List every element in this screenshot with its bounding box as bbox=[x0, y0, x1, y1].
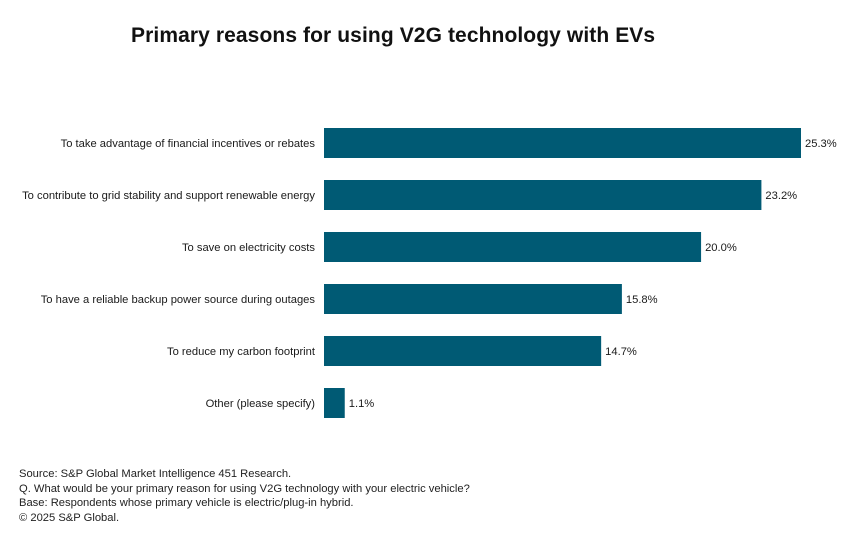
bars-layer: To take advantage of financial incentive… bbox=[22, 128, 837, 418]
value-label-1: 25.3% bbox=[805, 138, 837, 150]
bar-5 bbox=[324, 336, 602, 366]
chart-title: Primary reasons for using V2G technology… bbox=[131, 24, 656, 47]
value-label-5: 14.7% bbox=[605, 346, 637, 358]
category-label-4: To have a reliable backup power source d… bbox=[41, 294, 316, 306]
bar-4 bbox=[324, 284, 622, 314]
bar-2 bbox=[324, 180, 762, 210]
bar-1 bbox=[324, 128, 801, 158]
bar-chart: To take advantage of financial incentive… bbox=[22, 128, 837, 418]
category-label-1: To take advantage of financial incentive… bbox=[61, 138, 316, 150]
category-label-6: Other (please specify) bbox=[206, 398, 316, 410]
bar-6 bbox=[324, 388, 345, 418]
base-note: Base: Respondents whose primary vehicle … bbox=[19, 497, 354, 509]
question-note: Q. What would be your primary reason for… bbox=[19, 482, 470, 495]
category-label-3: To save on electricity costs bbox=[182, 242, 315, 254]
category-label-2: To contribute to grid stability and supp… bbox=[22, 190, 315, 202]
bar-3 bbox=[324, 232, 702, 262]
value-label-6: 1.1% bbox=[349, 398, 375, 410]
value-label-2: 23.2% bbox=[765, 190, 797, 202]
footnotes: Source: S&P Global Market Intelligence 4… bbox=[19, 467, 470, 525]
value-label-3: 20.0% bbox=[705, 242, 737, 254]
category-label-5: To reduce my carbon footprint bbox=[167, 346, 316, 358]
value-label-4: 15.8% bbox=[626, 294, 658, 306]
source-note: Source: S&P Global Market Intelligence 4… bbox=[19, 468, 292, 480]
copyright-note: © 2025 S&P Global. bbox=[19, 511, 120, 524]
